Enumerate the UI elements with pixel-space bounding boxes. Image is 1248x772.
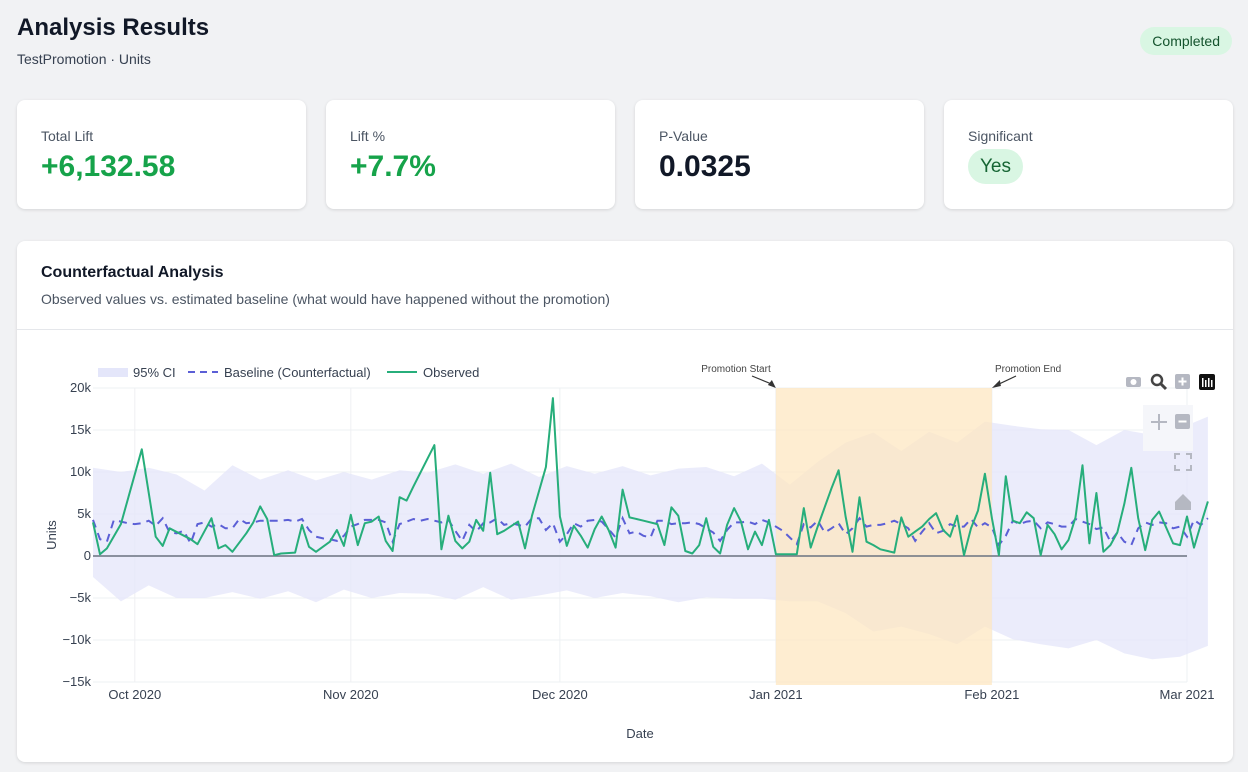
promotion-window <box>775 388 992 685</box>
annotation-arrowhead-end <box>991 380 1001 388</box>
annotation-promotion-end: Promotion End <box>995 364 1061 375</box>
metric-value: 0.0325 <box>659 150 751 183</box>
significant-badge: Yes <box>968 149 1023 184</box>
x-tick-label: Nov 2020 <box>323 687 379 702</box>
page-title: Analysis Results <box>17 14 210 41</box>
y-tick-label: 5k <box>77 506 91 521</box>
bar-chart-bar <box>1202 378 1204 387</box>
promotion-window-rect <box>775 388 992 685</box>
x-tick-label: Oct 2020 <box>108 687 161 702</box>
y-tick-label: −15k <box>62 674 91 689</box>
annotation-promotion-start: Promotion Start <box>701 364 771 375</box>
bar-chart-box <box>1199 374 1215 390</box>
annotations: Promotion Start Promotion End <box>701 364 1061 388</box>
zoom-lens <box>1150 373 1164 387</box>
metric-card-significant: Significant Yes <box>944 100 1233 209</box>
x-axis-title: Date <box>626 726 653 741</box>
pan-cross <box>1151 414 1167 430</box>
legend-label-ci[interactable]: 95% CI <box>133 365 176 380</box>
legend-label-observed[interactable]: Observed <box>423 365 479 380</box>
legend[interactable]: 95% CI Baseline (Counterfactual) Observed <box>98 365 479 380</box>
chart-title: Counterfactual Analysis <box>41 264 224 281</box>
metric-value: +7.7% <box>350 150 436 183</box>
x-tick-label: Mar 2021 <box>1160 687 1215 702</box>
metric-label: Significant <box>968 128 1033 144</box>
x-tick-label: Dec 2020 <box>532 687 588 702</box>
modebar[interactable] <box>1126 373 1215 510</box>
metric-label: Lift % <box>350 128 386 144</box>
bar-chart-bar <box>1208 378 1210 387</box>
pan-icon[interactable] <box>1151 414 1167 430</box>
y-tick-label: 10k <box>70 464 91 479</box>
metric-value: +6,132.58 <box>41 150 176 183</box>
autoscale-corners <box>1174 453 1192 471</box>
status-badge: Completed <box>1140 27 1232 55</box>
zoom-in-plus <box>1178 377 1187 386</box>
annotation-arrowhead-start <box>767 380 776 388</box>
camera-icon[interactable] <box>1126 377 1141 387</box>
legend-label-baseline[interactable]: Baseline (Counterfactual) <box>224 365 371 380</box>
series <box>92 397 1209 557</box>
x-tick-label: Jan 2021 <box>749 687 803 702</box>
metric-label: P-Value <box>659 128 708 144</box>
y-axis-title: Units <box>44 520 59 550</box>
legend-ci-swatch[interactable] <box>98 368 128 377</box>
x-tick-label: Feb 2021 <box>964 687 1019 702</box>
metric-label: Total Lift <box>41 128 94 144</box>
bar-chart-bar <box>1205 380 1207 387</box>
axes: 20k 15k 10k 5k 0 −5k −10k −15k Oct 2020 Nov 2020 D… <box>44 380 1214 741</box>
autoscale-icon[interactable] <box>1174 453 1192 471</box>
divider <box>17 329 1233 330</box>
ci-band <box>93 416 1208 660</box>
ci-band-area <box>93 416 1208 660</box>
y-tick-label: −5k <box>70 590 92 605</box>
zoom-in-icon[interactable] <box>1175 374 1190 389</box>
zoom-icon[interactable] <box>1150 373 1168 391</box>
y-tick-label: 15k <box>70 422 91 437</box>
page-subtitle: TestPromotion · Units <box>17 51 151 67</box>
home-icon[interactable] <box>1175 494 1191 510</box>
metric-card-lift-percent: Lift % +7.7% <box>326 100 615 209</box>
observed-series-line <box>92 397 1209 557</box>
y-tick-label: 20k <box>70 380 91 395</box>
y-tick-label: −10k <box>62 632 91 647</box>
metric-card-p-value: P-Value 0.0325 <box>635 100 924 209</box>
bar-chart-bar <box>1211 380 1213 387</box>
camera-lens <box>1130 379 1137 385</box>
bar-chart-icon[interactable] <box>1199 374 1215 390</box>
metric-card-total-lift: Total Lift +6,132.58 <box>17 100 306 209</box>
home-shape <box>1175 494 1191 510</box>
zoom-handle <box>1159 382 1168 391</box>
y-tick-label: 0 <box>84 548 91 563</box>
zoom-out-icon[interactable] <box>1175 414 1190 429</box>
chart-subtitle: Observed values vs. estimated baseline (… <box>41 291 610 307</box>
